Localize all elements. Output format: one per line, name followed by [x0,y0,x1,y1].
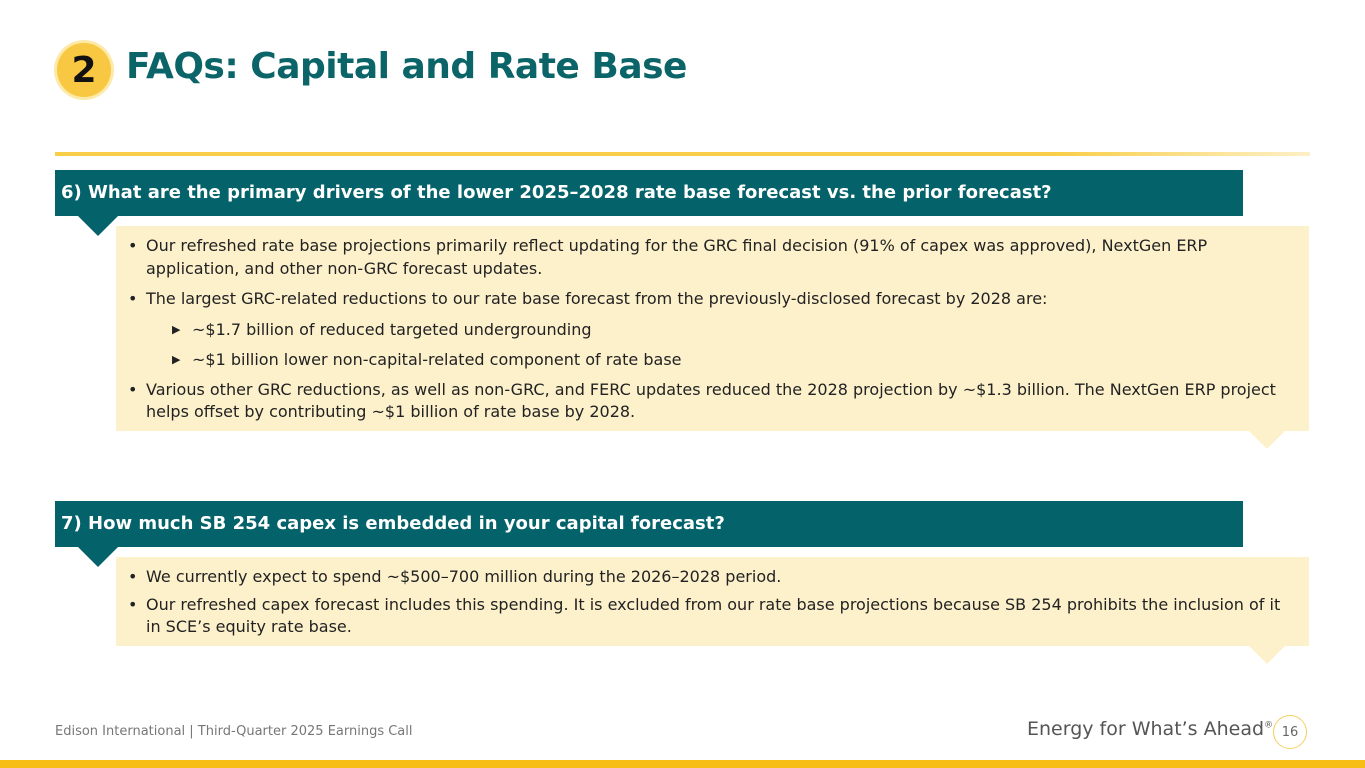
tagline-text: Energy for What’s Ahead [1027,718,1265,740]
faq-7-question: 7) How much SB 254 capex is embedded in … [55,501,1243,547]
triangle-bullet-icon: ▶ [172,322,181,336]
answer-bullet: The largest GRC-related reductions to ou… [126,288,1299,311]
answer-bullet: Our refreshed rate base projections prim… [126,235,1299,280]
faq-6-answer: Our refreshed rate base projections prim… [116,226,1309,431]
sub-bullet-text: ~$1.7 billion of reduced targeted underg… [192,319,592,339]
title-divider [55,152,1310,156]
answer-bullet: Various other GRC reductions, as well as… [126,379,1299,424]
answer-bullet: We currently expect to spend ~$500–700 m… [126,566,1299,589]
section-number-badge: 2 [57,43,111,97]
faq-7-answer: We currently expect to spend ~$500–700 m… [116,557,1309,646]
faq-7-answer-pointer [1249,646,1285,664]
footer-company: Edison International | Third-Quarter 202… [55,724,413,739]
triangle-bullet-icon: ▶ [172,352,181,366]
faq-6-answer-pointer [1249,431,1285,449]
faq-6-question: 6) What are the primary drivers of the l… [55,170,1243,216]
sub-bullet-text: ~$1 billion lower non-capital-related co… [192,349,682,369]
answer-bullet: Our refreshed capex forecast includes th… [126,594,1299,639]
faq-7-pointer [78,547,118,567]
page-number: 16 [1273,715,1307,749]
answer-sub-bullet: ▶ ~$1.7 billion of reduced targeted under… [126,319,1299,342]
tagline: Energy for What’s Ahead® [1027,718,1273,740]
bottom-accent-bar [0,760,1365,768]
faq-6-pointer [78,216,118,236]
answer-sub-bullet: ▶ ~$1 billion lower non-capital-related c… [126,349,1299,372]
registered-mark: ® [1264,720,1274,731]
page-title: FAQs: Capital and Rate Base [126,46,687,87]
